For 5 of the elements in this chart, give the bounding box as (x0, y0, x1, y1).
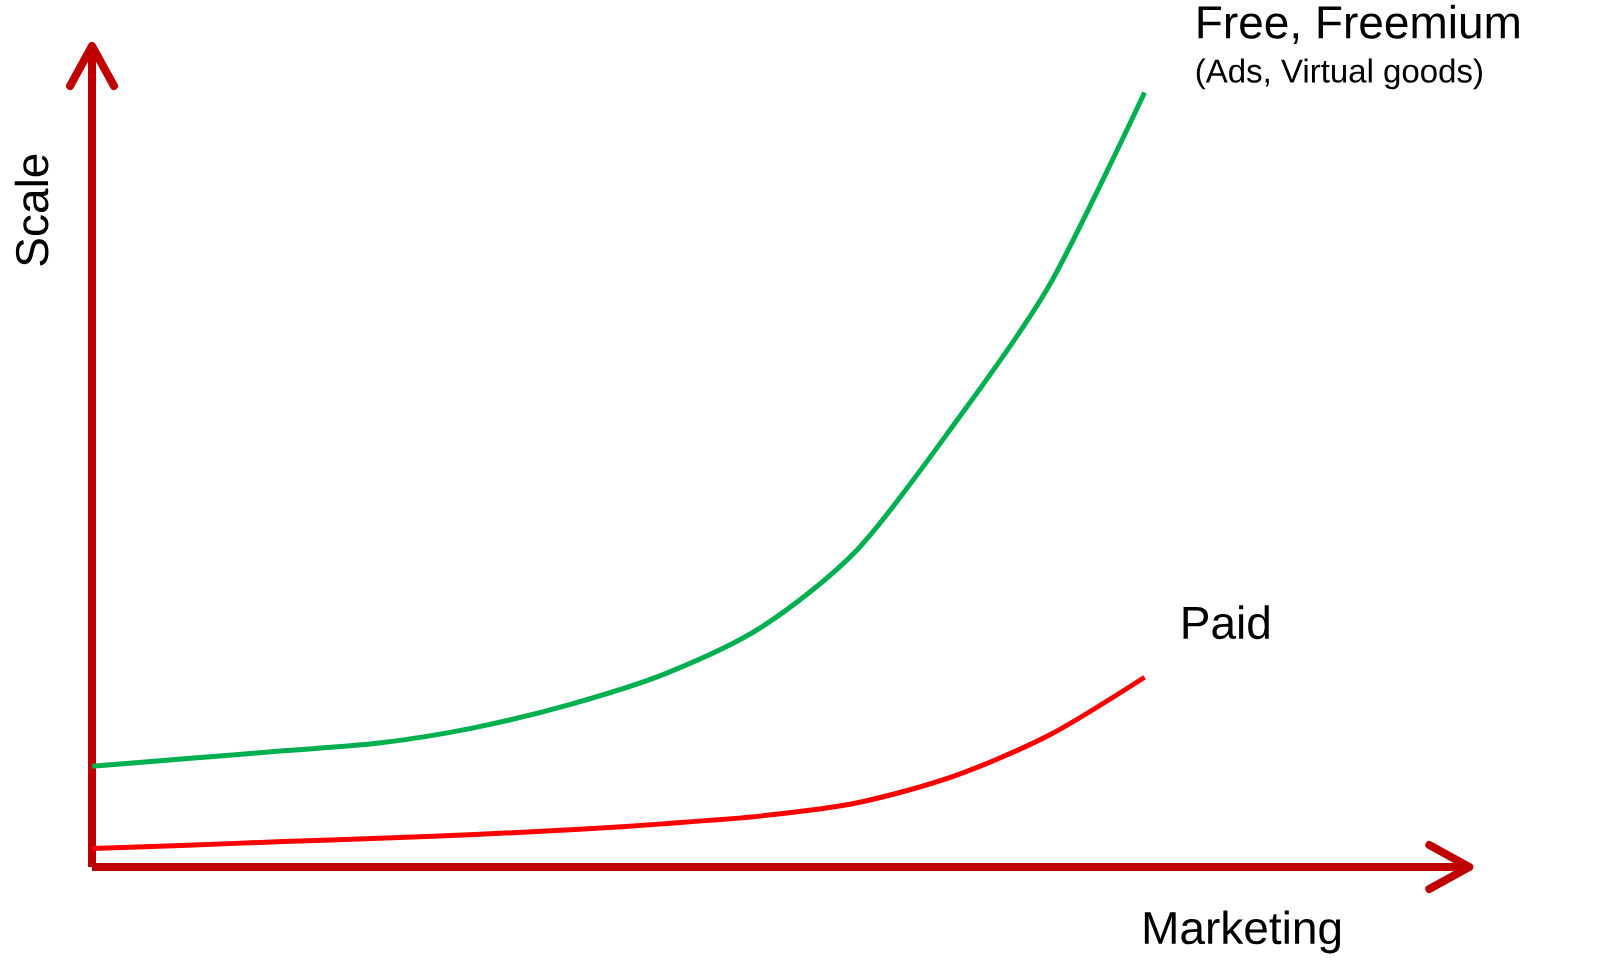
series-label: Paid (1183, 605, 1269, 640)
x-axis-title: Marketing (1144, 910, 1341, 954)
series-label: Free, Freemium (1198, 4, 1519, 45)
text: (Ads, Virtual goods) (1196, 58, 1482, 90)
y-axis-title: Scale (14, 154, 49, 266)
